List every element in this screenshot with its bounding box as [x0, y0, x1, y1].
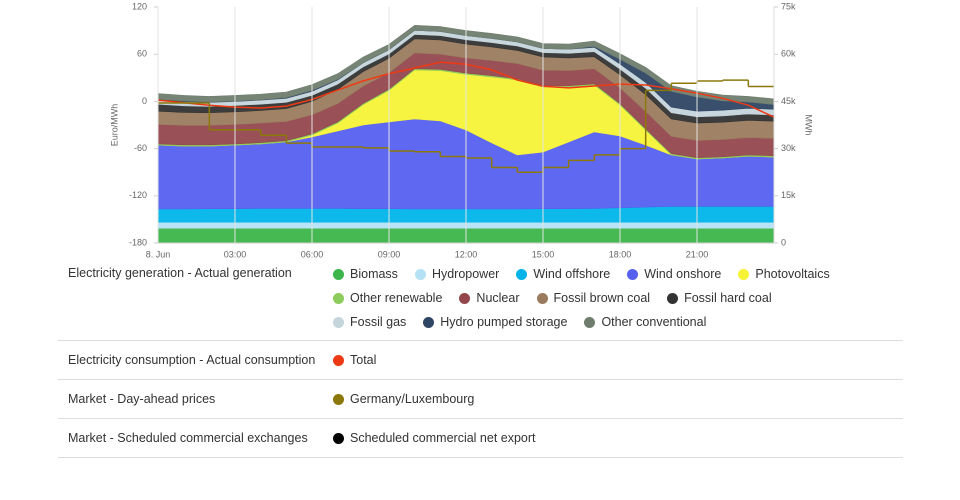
y-tick-label: 0 [142, 96, 147, 106]
legend-item[interactable]: Scheduled commercial net export [333, 426, 536, 450]
legend-swatch [333, 292, 344, 304]
y2-axis-title: MWh [804, 115, 814, 136]
legend-group-title: Electricity consumption - Actual consump… [68, 353, 316, 367]
legend-item[interactable]: Wind offshore [516, 262, 610, 286]
legend-items: Total [333, 348, 873, 372]
legend-section: Market - Day-ahead prices Germany/Luxembo… [58, 380, 903, 419]
y2-tick-label: 60k [781, 49, 796, 59]
legend-item[interactable]: Fossil gas [333, 310, 406, 334]
legend-swatch [459, 292, 471, 304]
legend-swatch [627, 268, 639, 280]
legend-item[interactable]: Wind onshore [627, 262, 721, 286]
y2-tick-label: 15k [781, 190, 796, 200]
legend-label: Fossil brown coal [553, 291, 651, 305]
legend-item[interactable]: Biomass [333, 262, 398, 286]
legend-group-title: Electricity generation - Actual generati… [68, 266, 292, 280]
y2-tick-label: 45k [781, 96, 796, 106]
legend-item[interactable]: Photovoltaics [738, 262, 830, 286]
x-tick-label: 21:00 [686, 249, 709, 259]
grid [157, 7, 698, 243]
legend-swatch [584, 316, 596, 328]
legend-item[interactable]: Other renewable [333, 286, 442, 310]
legend: Electricity generation - Actual generati… [58, 262, 903, 458]
y-tick-label: 120 [132, 1, 147, 11]
y-tick-label: -60 [134, 143, 147, 153]
legend-label: Other renewable [350, 291, 443, 305]
legend-items: Biomass Hydropower Wind offshore Wind onsho… [333, 262, 873, 334]
legend-item[interactable]: Fossil brown coal [536, 286, 651, 310]
legend-label: Nuclear [476, 291, 520, 305]
legend-label: Total [350, 353, 377, 367]
legend-label: Fossil gas [350, 315, 407, 329]
legend-label: Hydropower [431, 267, 500, 281]
legend-section: Market - Scheduled commercial exchanges S… [58, 419, 903, 458]
legend-label: Wind offshore [533, 267, 611, 281]
legend-item[interactable]: Germany/Luxembourg [333, 387, 474, 411]
legend-swatch [536, 292, 548, 304]
legend-item[interactable]: Nuclear [459, 286, 520, 310]
legend-items: Germany/Luxembourg [333, 387, 873, 411]
legend-item[interactable]: Hydro pumped storage [423, 310, 567, 334]
y2-tick-label: 30k [781, 143, 796, 153]
legend-item[interactable]: Fossil hard coal [667, 286, 772, 310]
legend-section: Electricity generation - Actual generati… [58, 262, 903, 341]
legend-group-title: Market - Scheduled commercial exchanges [68, 431, 308, 445]
legend-item[interactable]: Other conventional [584, 310, 706, 334]
y-tick-label: 60 [137, 49, 147, 59]
legend-swatch [333, 354, 344, 366]
x-tick-label: 06:00 [301, 249, 324, 259]
legend-swatch [414, 268, 426, 280]
x-tick-label: 03:00 [224, 249, 247, 259]
y2-tick-label: 0 [781, 237, 786, 247]
legend-label: Fossil hard coal [684, 291, 772, 305]
legend-group-title: Market - Day-ahead prices [68, 392, 216, 406]
legend-swatch [333, 316, 344, 328]
y-axis-title: Euro/MWh [109, 104, 119, 147]
legend-label: Biomass [350, 267, 398, 281]
legend-swatch [738, 268, 750, 280]
legend-swatch [333, 432, 344, 444]
legend-label: Hydro pumped storage [440, 315, 568, 329]
legend-swatch [423, 316, 435, 328]
legend-section: Electricity consumption - Actual consump… [58, 341, 903, 380]
legend-label: Scheduled commercial net export [350, 431, 536, 445]
x-tick-label: 18:00 [609, 249, 632, 259]
x-tick-label: 15:00 [532, 249, 555, 259]
legend-label: Germany/Luxembourg [350, 392, 475, 406]
legend-label: Wind onshore [644, 267, 722, 281]
legend-item[interactable]: Hydropower [414, 262, 500, 286]
legend-label: Other conventional [601, 315, 707, 329]
legend-item[interactable]: Total [333, 348, 376, 372]
x-tick-label: 8. Jun [146, 249, 171, 259]
legend-label: Photovoltaics [755, 267, 830, 281]
legend-swatch [333, 393, 344, 405]
chart: Euro/MWh MWh 8. Jun 03:00 06:00 09:00 12:00 1… [109, 1, 814, 259]
x-tick-label: 12:00 [455, 249, 478, 259]
legend-swatch [333, 268, 344, 280]
x-tick-label: 09:00 [378, 249, 401, 259]
y2-tick-label: 75k [781, 1, 796, 11]
y-tick-label: -120 [129, 190, 147, 200]
y-tick-label: -180 [129, 237, 147, 247]
legend-swatch [667, 292, 679, 304]
legend-items: Scheduled commercial net export [333, 426, 873, 450]
legend-swatch [516, 268, 528, 280]
